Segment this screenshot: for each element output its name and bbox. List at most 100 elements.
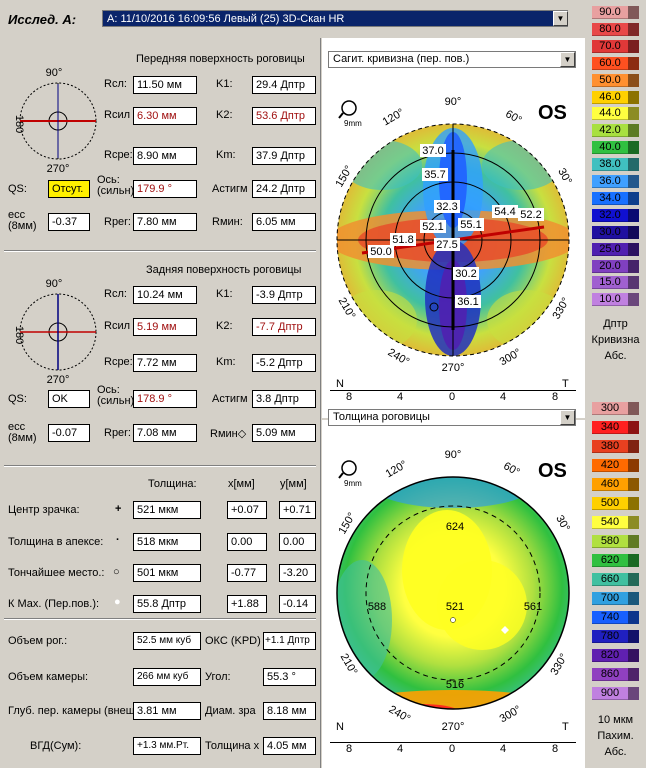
dial-left-label: 180 bbox=[13, 115, 25, 133]
apex-thickness: 518 мкм bbox=[133, 533, 201, 551]
map1-selector[interactable]: Сагит. кривизна (пер. пов.) bbox=[328, 51, 576, 68]
ant-rper-label: Rper: bbox=[104, 216, 131, 228]
ant-rmin-field: 6.05 мм bbox=[252, 213, 316, 231]
separator bbox=[4, 618, 316, 620]
scale-swatch bbox=[628, 276, 639, 290]
scale-swatch bbox=[628, 478, 639, 491]
color-scale-panel: 90.0 80.0 70.0 60.0 50.0 46.0 44.0 42.0 40.0 38.0… bbox=[585, 0, 646, 768]
axis-tick: 4 bbox=[500, 391, 507, 403]
pupil-center-label: Центр зрачка: bbox=[8, 504, 80, 516]
post-rsl-label: Rсл: bbox=[104, 288, 127, 300]
map1-axis: 8 4 0 4 8 bbox=[330, 390, 576, 409]
curvature-map[interactable]: 90° 120° 60° 150° 30° 210° 330° 240° 300… bbox=[322, 70, 585, 390]
kmax-value: 55.8 Дптр bbox=[133, 595, 201, 613]
ant-km-label: Km: bbox=[216, 149, 236, 161]
top-bar: Исслед. А: А: 11/10/2016 16:09:56 Левый … bbox=[0, 0, 585, 38]
scale-value: 540 bbox=[592, 516, 628, 529]
post-km-field: -5.2 Дптр bbox=[252, 354, 316, 372]
scale-swatch bbox=[628, 592, 639, 605]
post-rsl-field: 10.24 мм bbox=[133, 286, 197, 304]
nasal-label: N bbox=[336, 721, 344, 733]
scale-value: 10.0 bbox=[592, 293, 628, 307]
post-astig-field: 3.8 Дптр bbox=[252, 390, 316, 408]
left-panel: Передняя поверхность роговицы 90° 180 27… bbox=[0, 38, 321, 768]
ant-ecc-field: -0.37 bbox=[48, 213, 90, 231]
angle-label-300: 300° bbox=[498, 704, 524, 726]
ant-qs-field: Отсут. bbox=[48, 180, 90, 198]
pachymetry-unit: 10 мкм bbox=[597, 714, 634, 726]
scale-swatch bbox=[628, 208, 639, 222]
angle-label-60: 60° bbox=[503, 108, 523, 127]
scale-swatch bbox=[628, 259, 639, 273]
thinnest-label: Тончайшее место.: bbox=[8, 567, 105, 579]
chamber-depth-field: 3.81 мм bbox=[133, 702, 201, 720]
angle-label-240: 240° bbox=[387, 704, 413, 726]
cornea-volume-field: 52.5 мм куб bbox=[133, 632, 201, 650]
post-rmin-field: 5.09 мм bbox=[252, 424, 316, 442]
scale-swatch bbox=[628, 459, 639, 472]
value-label: 52.1 bbox=[422, 221, 443, 233]
scale-value: 900 bbox=[592, 687, 628, 700]
curvature-scale-name: Кривизна bbox=[591, 334, 640, 346]
scale-swatch bbox=[628, 124, 639, 138]
anterior-axis-dial: 90° 180 270° bbox=[13, 67, 97, 174]
pupil-center-symbol: + bbox=[115, 503, 122, 515]
dial-top-label: 90° bbox=[46, 278, 63, 290]
scale-value: 340 bbox=[592, 421, 628, 434]
pupil-diameter-field: 8.18 мм bbox=[263, 702, 316, 720]
scale-swatch bbox=[628, 516, 639, 529]
angle-label-270: 270° bbox=[442, 721, 465, 733]
thickness-map[interactable]: 90° 120° 60° 150° 30° 210° 330° 240° 300… bbox=[322, 430, 585, 740]
value-label: 50.0 bbox=[370, 246, 391, 258]
angle-label-90: 90° bbox=[445, 96, 462, 108]
scale-value: 580 bbox=[592, 535, 628, 548]
zoom-icon[interactable]: 9mm bbox=[338, 458, 368, 488]
angle-label-120: 120° bbox=[384, 459, 410, 481]
exam-dropdown-button[interactable]: ▼ bbox=[553, 11, 568, 26]
map1-dropdown-button[interactable]: ▼ bbox=[560, 52, 575, 67]
scale-value: 40.0 bbox=[592, 141, 628, 155]
scale-value: 44.0 bbox=[592, 107, 628, 121]
post-k2-field: -7.7 Дптр bbox=[252, 318, 316, 336]
angle-label-30: 30° bbox=[555, 166, 574, 186]
nasal-label: N bbox=[336, 378, 344, 390]
iop-field: +1.3 мм.Рт. bbox=[133, 737, 201, 755]
ant-axis-field: 179.9 ° bbox=[133, 180, 197, 198]
axis-tick: 8 bbox=[552, 743, 559, 755]
scale-swatch bbox=[628, 497, 639, 510]
scale-value: 60.0 bbox=[592, 56, 628, 70]
map2-dropdown-button[interactable]: ▼ bbox=[560, 410, 575, 425]
scale-value: 50.0 bbox=[592, 73, 628, 87]
exam-select[interactable]: А: 11/10/2016 16:09:56 Левый (25) 3D-Ска… bbox=[102, 10, 568, 27]
scale-value: 500 bbox=[592, 497, 628, 510]
scale-swatch bbox=[628, 158, 639, 172]
svg-text:9mm: 9mm bbox=[344, 119, 362, 128]
post-ecc-field: -0.07 bbox=[48, 424, 90, 442]
ant-km-field: 37.9 Дптр bbox=[252, 147, 316, 165]
ant-rsl-field: 11.50 мм bbox=[133, 76, 197, 94]
scale-value: 46.0 bbox=[592, 90, 628, 104]
scale-value: 90.0 bbox=[592, 6, 628, 19]
kmax-x: +1.88 bbox=[227, 595, 267, 613]
scale-swatch bbox=[628, 90, 639, 104]
y-col-header: y[мм] bbox=[280, 478, 307, 490]
eye-label: OS bbox=[538, 460, 567, 482]
curvature-unit: Дптр bbox=[603, 318, 628, 330]
value-label: 54.4 bbox=[494, 206, 515, 218]
ant-k1-field: 29.4 Дптр bbox=[252, 76, 316, 94]
ant-qs-label: QS: bbox=[8, 183, 27, 195]
post-rsil-label: Rсил bbox=[104, 320, 131, 332]
angle-label-60: 60° bbox=[501, 460, 521, 479]
angle-label-270: 270° bbox=[442, 362, 465, 374]
scale-value: 30.0 bbox=[592, 225, 628, 239]
chamber-volume-field: 266 мм куб bbox=[133, 668, 201, 686]
zoom-icon[interactable]: 9mm bbox=[338, 98, 368, 128]
dial-bottom-label: 270° bbox=[47, 163, 70, 174]
scale-swatch bbox=[628, 440, 639, 453]
post-qs-label: QS: bbox=[8, 393, 27, 405]
axis-tick: 4 bbox=[397, 391, 404, 403]
map2-selector[interactable]: Толщина роговицы bbox=[328, 409, 576, 426]
apex-y: 0.00 bbox=[279, 533, 316, 551]
dial-left-label: 180 bbox=[13, 326, 25, 344]
scale-value: 460 bbox=[592, 478, 628, 491]
